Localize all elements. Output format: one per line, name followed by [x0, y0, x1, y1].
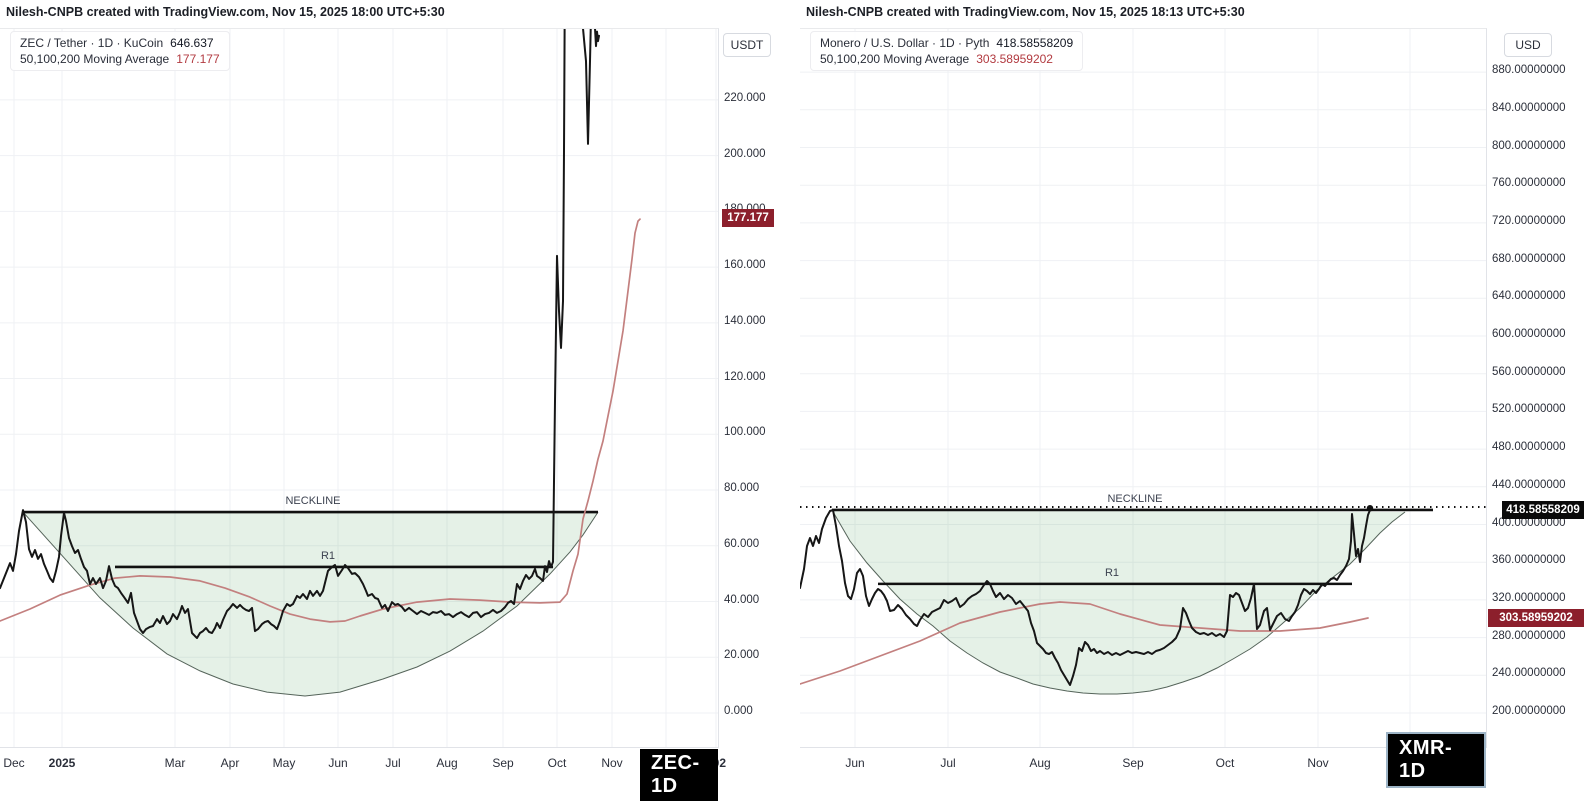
price-axis-tick: 120.000 [724, 370, 766, 383]
price-axis-tick: 400.00000000 [1492, 516, 1566, 529]
xmr-time-axis[interactable]: JunJulAugSepOctNovDec [800, 747, 1486, 788]
price-axis-tick: 20.000 [724, 649, 760, 662]
time-axis-tick: Nov [601, 756, 623, 770]
chart-attribution-header: Nilesh-CNPB created with TradingView.com… [806, 5, 1245, 19]
time-axis-tick: Nov [1307, 756, 1329, 770]
price-axis-tick: 60.000 [724, 537, 760, 550]
price-axis-tick: 80.000 [724, 482, 760, 495]
price-axis-tick: 640.00000000 [1492, 290, 1566, 303]
time-axis-tick: Oct [1215, 756, 1235, 770]
price-axis-tick: 360.00000000 [1492, 554, 1566, 567]
zec-symbol-badge: ZEC-1D [640, 749, 718, 801]
cup-pattern-fill [23, 512, 598, 696]
zec-price-axis[interactable]: USDT 220.000200.000180.000160.000140.000… [718, 28, 778, 747]
r1-label: R1 [1104, 566, 1120, 579]
last-price-value: 418.58558209 [996, 36, 1074, 50]
xmr-symbol-badge: XMR-1D [1386, 732, 1486, 788]
ma-50-100-200-series-line [800, 601, 1369, 685]
last-price-marker-dot [1366, 504, 1374, 512]
time-axis-tick: Dec [3, 756, 25, 770]
xmr-chart-legend[interactable]: Monero / U.S. Dollar · 1D · Pyth 418.5855… [810, 31, 1084, 71]
time-axis-tick: Aug [436, 756, 458, 770]
time-axis-tick: Jul [385, 756, 401, 770]
ma-indicator-label: 50,100,200 Moving Average [20, 52, 170, 66]
price-series-line [800, 509, 1371, 686]
price-axis-tick: 140.000 [724, 314, 766, 327]
price-axis-tick: 760.00000000 [1492, 177, 1566, 190]
time-axis-tick: Sep [492, 756, 514, 770]
zec-usdt-chart: Nilesh-CNPB created with TradingView.com… [0, 0, 778, 801]
r1-label: R1 [320, 549, 336, 562]
zec-time-axis[interactable]: Dec2025MarAprMayJunJulAugSepOctNovDec202 [0, 747, 726, 788]
time-axis-tick: Jun [845, 756, 865, 770]
time-axis-tick: Sep [1122, 756, 1144, 770]
price-axis-tick: 320.00000000 [1492, 591, 1566, 604]
xmr-chart-pane[interactable]: NECKLINE R1 XMR-1D [800, 28, 1487, 788]
zec-chart-canvas [0, 29, 718, 748]
chart-attribution-header: Nilesh-CNPB created with TradingView.com… [6, 5, 445, 19]
price-axis-tick: 0.000 [724, 705, 753, 717]
xmr-chart-canvas [800, 29, 1486, 748]
time-axis-tick: Jul [940, 756, 956, 770]
price-axis-tick: 720.00000000 [1492, 214, 1566, 227]
price-series-line [0, 29, 600, 639]
cup-pattern-arc [22, 511, 599, 697]
price-axis-tick: 220.000 [724, 91, 766, 104]
last-price-value: 646.637 [170, 36, 214, 50]
time-axis-tick: 2025 [48, 756, 76, 770]
time-axis-tick: May [272, 756, 296, 770]
symbol-title: Monero / U.S. Dollar · 1D · Pyth [820, 36, 990, 50]
price-axis-tick: 680.00000000 [1492, 252, 1566, 265]
ma-indicator-value: 177.177 [176, 52, 220, 66]
ma-indicator-value: 303.58959202 [976, 52, 1053, 66]
price-axis-tick: 200.000 [724, 147, 766, 160]
zec-chart-pane[interactable]: NECKLINE R1 ZEC-1D [0, 28, 719, 801]
symbol-title: ZEC / Tether · 1D · KuCoin [20, 36, 164, 50]
neckline-label: NECKLINE [1107, 492, 1163, 505]
time-axis-tick: Oct [547, 756, 567, 770]
price-axis-tick: 560.00000000 [1492, 365, 1566, 378]
ma-value-axis-badge: 177.177 [722, 209, 774, 228]
ma-50-100-200-series-line [0, 218, 641, 623]
last-price-axis-badge: 418.58558209 [1502, 500, 1584, 519]
price-axis-tick: 280.00000000 [1492, 629, 1566, 642]
price-axis-tick: 840.00000000 [1492, 101, 1566, 114]
price-axis-tick: 200.00000000 [1492, 705, 1566, 717]
ma-value-axis-badge: 303.58959202 [1488, 609, 1584, 628]
price-axis-tick: 100.000 [724, 426, 766, 439]
price-axis-tick: 240.00000000 [1492, 667, 1566, 680]
price-axis-tick: 600.00000000 [1492, 328, 1566, 340]
price-axis-tick: 880.00000000 [1492, 64, 1566, 77]
price-axis-tick: 520.00000000 [1492, 403, 1566, 416]
price-axis-tick: 800.00000000 [1492, 139, 1566, 152]
ma-indicator-label: 50,100,200 Moving Average [820, 52, 970, 66]
zec-chart-legend[interactable]: ZEC / Tether · 1D · KuCoin 646.637 50,100… [10, 31, 230, 71]
time-axis-tick: Mar [164, 756, 186, 770]
xmr-usd-chart: Nilesh-CNPB created with TradingView.com… [800, 0, 1586, 800]
price-axis-tick: 40.000 [724, 593, 760, 606]
currency-toggle-button[interactable]: USD [1504, 33, 1552, 57]
xmr-price-axis[interactable]: USD 880.00000000 840.00000000 800.00000000… [1486, 28, 1586, 747]
price-axis-tick: 440.00000000 [1492, 478, 1566, 491]
time-axis-tick: Jun [328, 756, 348, 770]
neckline-label: NECKLINE [285, 495, 341, 508]
cup-pattern-fill [832, 510, 1405, 694]
price-axis-tick: 480.00000000 [1492, 441, 1566, 454]
currency-toggle-button[interactable]: USDT [723, 33, 771, 57]
time-axis-tick: Aug [1029, 756, 1051, 770]
time-axis-tick: Apr [220, 756, 240, 770]
price-axis-tick: 160.000 [724, 259, 766, 272]
